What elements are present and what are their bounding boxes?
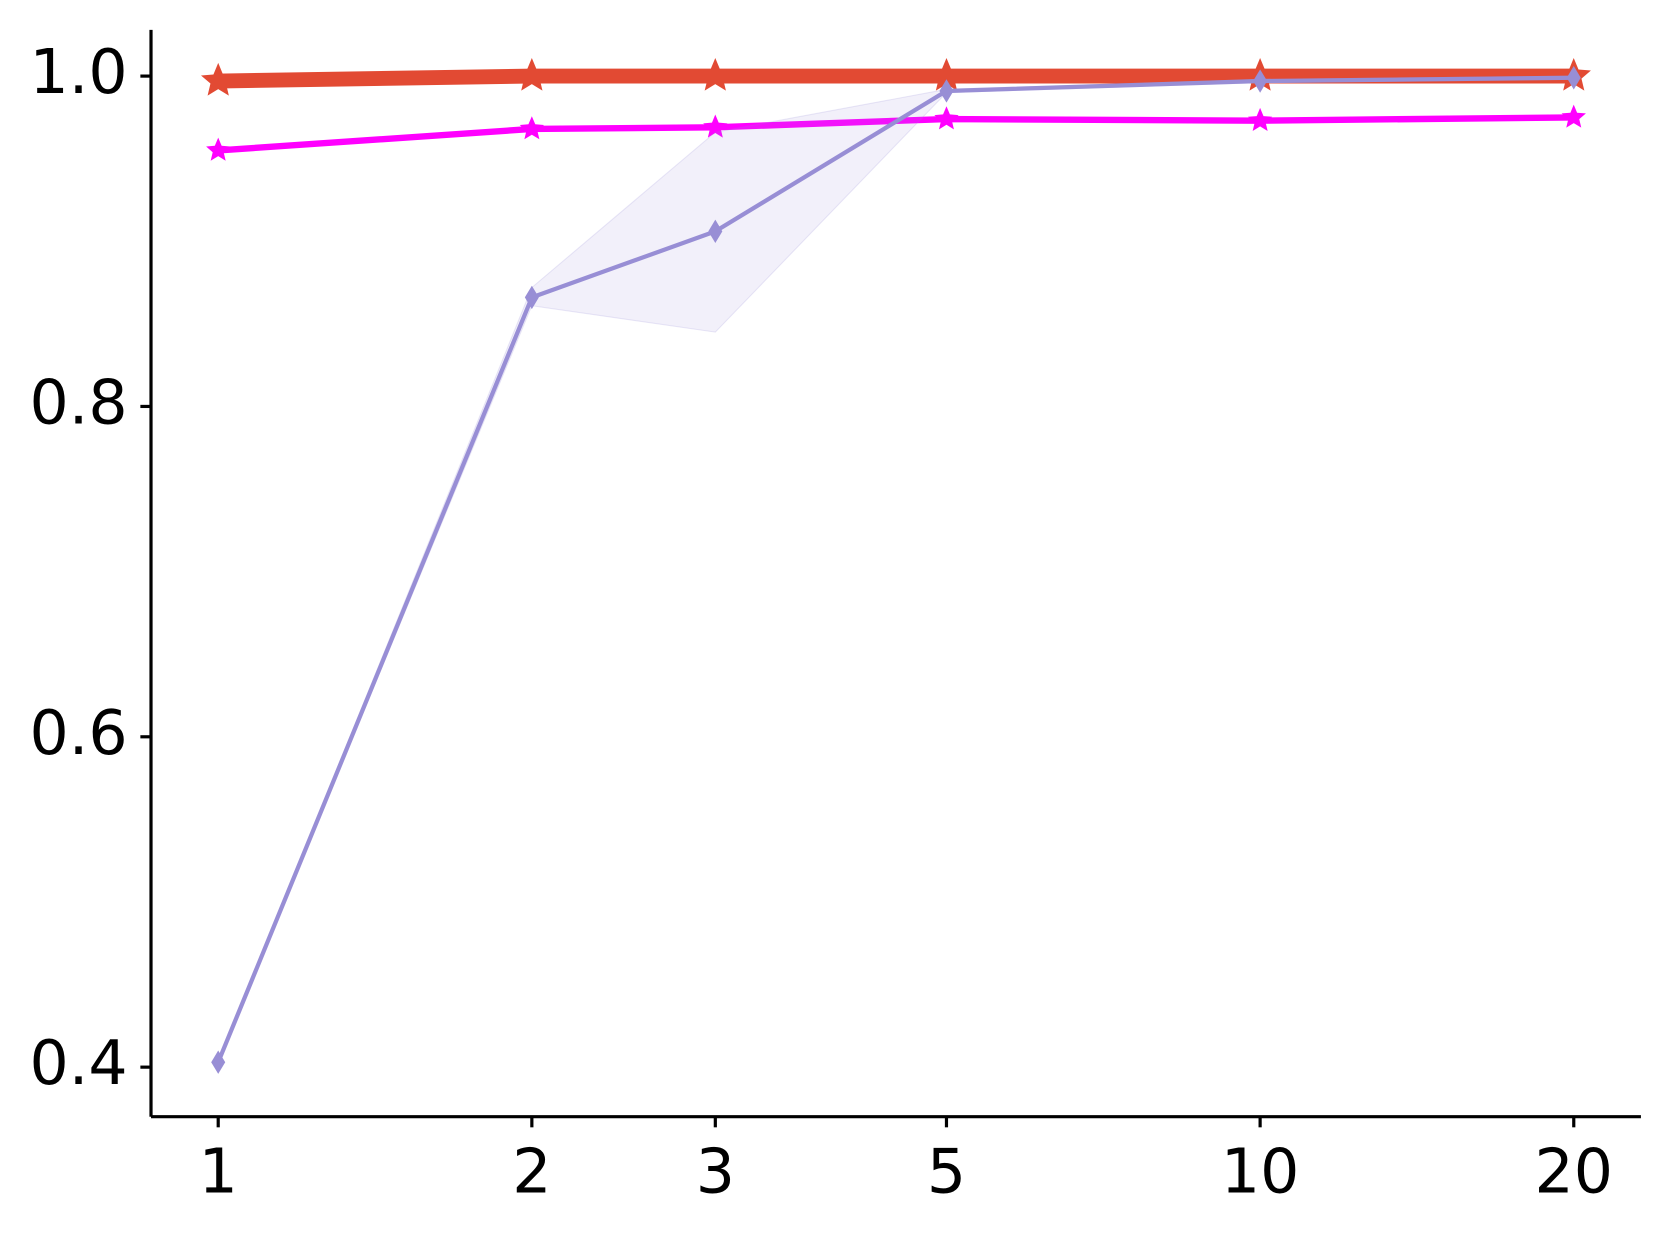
line	[216, 75, 1574, 1063]
marker	[1561, 104, 1586, 128]
y-tick-label: 1.0	[30, 36, 128, 108]
marker	[1253, 69, 1268, 93]
marker	[1566, 66, 1581, 90]
marker	[934, 106, 959, 130]
y-tick-label: 0.4	[30, 1027, 128, 1099]
marker	[708, 219, 723, 244]
x-tick-label: 3	[696, 1135, 735, 1207]
x-tick-label: 10	[1221, 1135, 1299, 1207]
line	[218, 68, 1574, 89]
marker	[703, 114, 728, 138]
marker	[206, 137, 231, 161]
marker	[519, 116, 544, 140]
line	[217, 114, 1574, 154]
x-tick-label: 2	[512, 1135, 551, 1207]
marker	[524, 285, 539, 310]
x-tick-label: 5	[927, 1135, 966, 1207]
marker	[929, 58, 964, 91]
x-tick-label: 20	[1535, 1135, 1613, 1207]
marker	[514, 58, 550, 91]
marker	[1247, 107, 1273, 131]
x-tick-label: 1	[199, 1135, 238, 1207]
y-tick-label: 0.6	[30, 697, 128, 769]
marker	[698, 58, 733, 91]
y-tick-label: 0.8	[30, 367, 128, 439]
marker	[200, 62, 236, 96]
